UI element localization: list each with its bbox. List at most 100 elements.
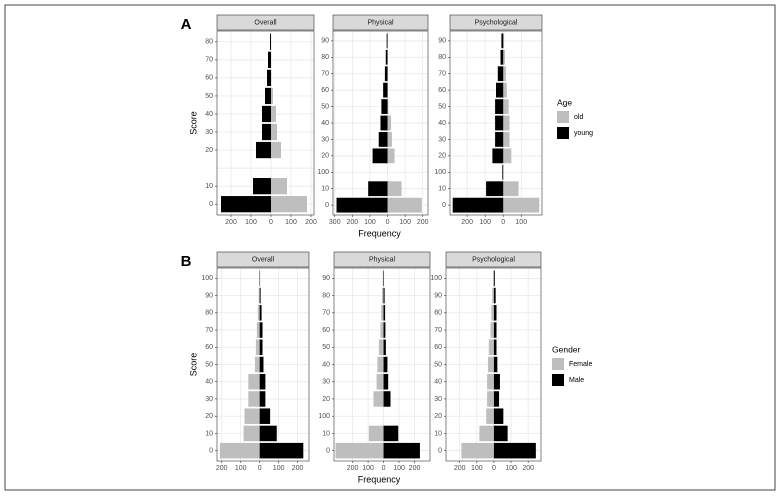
bar <box>383 305 386 321</box>
y-tick-label: 80 <box>205 310 213 317</box>
legend-label: Male <box>569 377 584 384</box>
strip <box>332 14 429 31</box>
bar <box>502 164 504 180</box>
x-tick-label: 200 <box>292 465 304 472</box>
y-tick-label: 40 <box>438 120 446 127</box>
x-tick-label: 200 <box>225 219 237 226</box>
x-tick-label: 100 <box>235 465 247 472</box>
bar <box>493 322 497 338</box>
y-axis-title: Score <box>188 353 198 377</box>
x-tick-label: 100 <box>273 465 285 472</box>
bar <box>262 105 271 123</box>
bar <box>271 196 307 213</box>
strip-title: Overall <box>254 19 277 26</box>
y-tick-label: 100 <box>317 169 329 176</box>
x-tick-label: 100 <box>362 465 374 472</box>
bar <box>259 322 263 338</box>
bar <box>387 132 392 147</box>
y-tick-label: 0 <box>442 202 446 209</box>
y-tick-label: 20 <box>321 153 329 160</box>
bar <box>479 425 494 442</box>
y-tick-label: 90 <box>438 38 446 45</box>
bar <box>503 132 510 147</box>
x-tick-label: 200 <box>305 219 317 226</box>
bar <box>387 115 392 131</box>
bar <box>496 82 504 98</box>
legend-key <box>557 127 569 139</box>
bar <box>265 87 271 105</box>
bar <box>383 322 386 338</box>
bar <box>493 339 497 356</box>
panel-border <box>333 267 431 462</box>
x-tick-label: 0 <box>269 219 273 226</box>
legend-key <box>552 358 564 370</box>
bar <box>383 356 388 373</box>
y-tick-label: 100 <box>430 275 442 282</box>
y-tick-label: 50 <box>205 361 213 368</box>
bar <box>271 178 287 195</box>
bar <box>503 49 506 65</box>
y-tick-label: 10 <box>205 430 213 437</box>
y-tick-label: 0 <box>438 448 442 455</box>
panel-border <box>445 267 542 462</box>
strip <box>449 14 543 31</box>
bar <box>271 123 277 141</box>
y-tick-label: 70 <box>434 327 442 334</box>
bar <box>248 373 260 390</box>
panel-label: B <box>181 253 192 270</box>
bar <box>503 99 509 114</box>
bar <box>259 339 263 356</box>
bar <box>219 442 260 459</box>
bar <box>267 69 271 87</box>
bar <box>493 356 498 373</box>
bar <box>259 425 277 442</box>
bar <box>491 305 494 321</box>
bar <box>493 442 536 459</box>
panel-label: A <box>181 16 192 33</box>
bar <box>385 49 388 65</box>
y-tick-label: 80 <box>438 54 446 61</box>
x-tick-label: 100 <box>245 219 257 226</box>
bar <box>492 287 494 304</box>
y-tick-label: 90 <box>434 292 442 299</box>
bar <box>497 66 504 82</box>
bar <box>461 442 494 459</box>
x-tick-label: 0 <box>501 219 505 226</box>
legend-key <box>552 374 564 386</box>
x-tick-label: 100 <box>364 219 376 226</box>
y-tick-label: 90 <box>205 292 213 299</box>
strip-title: Physical <box>367 19 394 26</box>
bar <box>387 197 422 213</box>
panel-border <box>216 267 310 462</box>
bar <box>500 49 504 65</box>
x-tick-label: 100 <box>399 219 411 226</box>
bar <box>257 305 260 321</box>
x-tick-label: 0 <box>492 465 496 472</box>
bar <box>487 356 494 373</box>
y-tick-label: 60 <box>205 344 213 351</box>
bar <box>271 141 281 159</box>
bar <box>259 408 271 424</box>
y-tick-label: 20 <box>438 153 446 160</box>
bar <box>493 373 500 390</box>
legend-label: Female <box>569 361 592 368</box>
bar <box>259 391 266 407</box>
y-tick-label: 70 <box>321 71 329 78</box>
legend-label: old <box>574 114 583 121</box>
panel-border <box>332 30 429 216</box>
bar <box>244 408 260 424</box>
bar <box>259 356 264 373</box>
legend-title: Age <box>557 97 572 107</box>
y-tick-label: 10 <box>321 186 329 193</box>
y-tick-label: 10 <box>434 430 442 437</box>
bar <box>368 181 388 197</box>
bar <box>493 425 508 442</box>
y-tick-label: 0 <box>209 201 213 208</box>
bar <box>492 148 504 164</box>
y-tick-label: 10 <box>438 186 446 193</box>
bar <box>493 408 504 424</box>
strip <box>216 14 315 31</box>
bar <box>259 373 266 390</box>
x-axis-title: Frequency <box>358 474 401 484</box>
y-tick-label: 70 <box>205 57 213 64</box>
